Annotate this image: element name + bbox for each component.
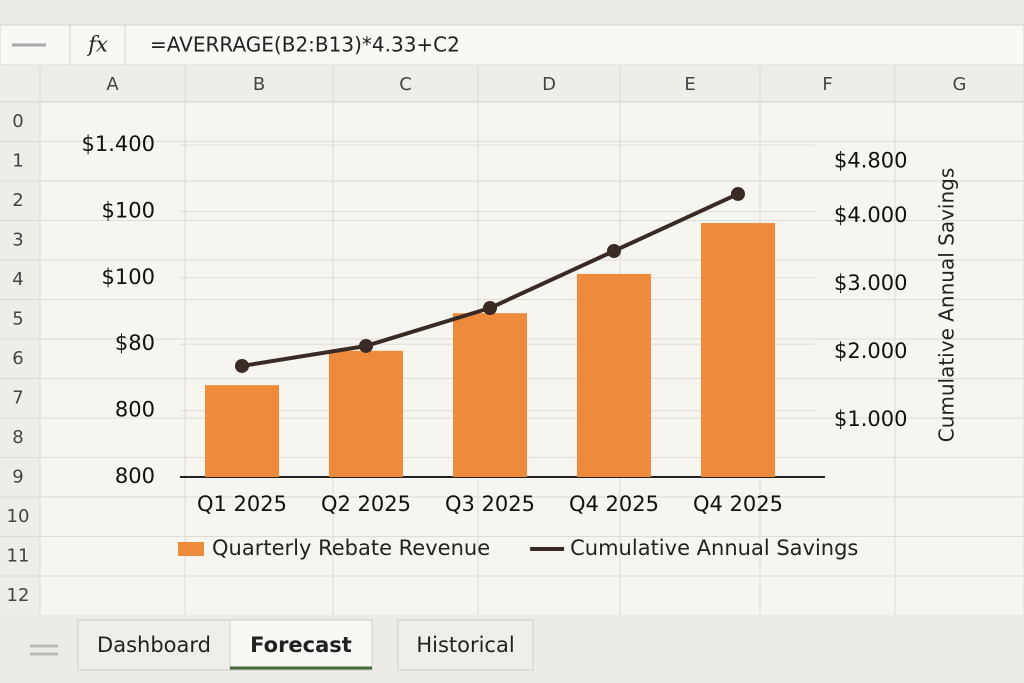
bar [577, 273, 651, 477]
y-tick-label: $1.400 [82, 132, 155, 156]
y2-tick-label: $3.000 [834, 271, 907, 295]
x-tick-label: Q1 2025 [197, 492, 287, 516]
y-tick-label: 800 [115, 398, 155, 422]
y-tick-label: $100 [102, 265, 155, 289]
row-header-bar [0, 102, 40, 615]
column-header[interactable]: C [399, 74, 412, 95]
bar [329, 350, 403, 477]
formula-bar [0, 24, 1024, 66]
y2-tick-label: $4.000 [834, 203, 907, 227]
x-tick-label: Q3 2025 [445, 492, 535, 516]
line-marker [235, 358, 249, 373]
row-header[interactable]: 8 [12, 427, 23, 448]
line-marker [483, 301, 497, 316]
column-header[interactable]: E [684, 74, 695, 95]
sheet-tab-label[interactable]: Historical [416, 633, 514, 657]
y2-axis-label: Cumulative Annual Savings [935, 168, 959, 443]
sheet-tabs: Dashboard Forecast Historical [77, 619, 534, 671]
toolbar [0, 0, 1024, 25]
formula-text[interactable]: =AVERRAGE(B2:B13)*4.33+C2 [150, 33, 460, 57]
line-marker [607, 243, 621, 258]
row-header[interactable]: 4 [12, 269, 23, 290]
x-tick-label: Q4 2025 [569, 492, 659, 516]
x-tick-label: Q2 2025 [321, 492, 411, 516]
row-header[interactable]: 9 [12, 467, 23, 488]
y-tick-label: $100 [102, 198, 155, 222]
column-header[interactable]: A [106, 74, 119, 95]
line-marker [359, 338, 373, 353]
x-tick-label: Q4 2025 [693, 492, 783, 516]
row-header[interactable]: 1 [12, 151, 23, 172]
row-header[interactable]: 0 [12, 111, 23, 132]
chart: 800 800 $80 $100 $100 $1.400 $1.000 $2.000 $3.00… [82, 132, 959, 560]
row-header[interactable]: 10 [7, 506, 30, 527]
row-header[interactable]: 7 [12, 388, 23, 409]
row-header[interactable]: 12 [7, 585, 30, 606]
row-header[interactable]: 3 [12, 230, 23, 251]
y-tick-label: 800 [115, 464, 155, 488]
sheet-tab[interactable] [77, 619, 231, 671]
y2-tick-label: $1.000 [834, 407, 907, 431]
bar [453, 313, 527, 477]
sheet-tab[interactable] [229, 619, 373, 671]
row-header[interactable]: 11 [7, 546, 30, 567]
legend-label: Quarterly Rebate Revenue [212, 536, 490, 560]
sheet-tab-label[interactable]: Dashboard [97, 633, 211, 657]
sheet-tab-label[interactable]: Forecast [250, 633, 352, 657]
column-header-bar [0, 65, 1024, 102]
y-tick-label: $80 [115, 331, 155, 355]
column-header[interactable]: F [822, 74, 832, 95]
row-header[interactable]: 6 [12, 348, 23, 369]
legend-label: Cumulative Annual Savings [570, 536, 858, 560]
legend-swatch [178, 542, 204, 556]
column-header[interactable]: G [953, 74, 967, 95]
column-header[interactable]: D [542, 74, 556, 95]
y2-tick-label: $4.800 [834, 148, 907, 172]
sheet-tab[interactable] [397, 619, 534, 671]
y2-tick-label: $2.000 [834, 339, 907, 363]
fx-icon: fx [86, 33, 108, 57]
bar [701, 223, 775, 477]
line-marker [731, 186, 745, 201]
bar [205, 385, 279, 477]
row-header[interactable]: 5 [12, 309, 23, 330]
row-header[interactable]: 2 [12, 190, 23, 211]
column-header[interactable]: B [253, 74, 265, 95]
